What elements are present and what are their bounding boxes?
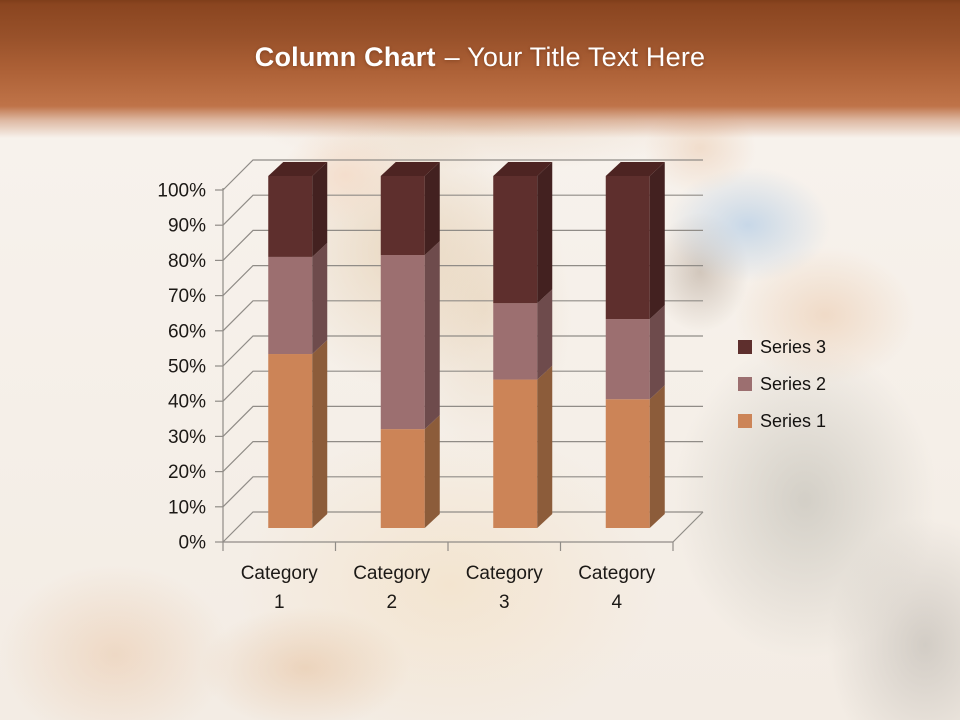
- segment-side: [537, 365, 553, 528]
- segment-top: [493, 162, 553, 176]
- segment-side: [537, 162, 553, 304]
- segment-front-series-3: [380, 176, 425, 256]
- bar-category-2: [380, 162, 440, 528]
- gridline: [222, 441, 703, 473]
- value-axis-label: 20%: [168, 462, 206, 483]
- chart-legend: Series 3 Series 2 Series 1: [738, 336, 826, 432]
- gridline: [222, 370, 703, 402]
- value-axis-labels: 0% 10% 20% 30% 40% 50% 60% 70% 80% 90% 100%: [157, 181, 206, 554]
- segment-front-series-1: [493, 379, 538, 528]
- slide-title-topic: Column Chart: [254, 42, 436, 72]
- segment-front-series-3: [493, 176, 538, 304]
- axes: [215, 188, 674, 551]
- slide-title: Column Chart – Your Title Text Here: [0, 42, 960, 73]
- legend-label: Series 3: [760, 336, 827, 357]
- segment-side: [424, 162, 440, 256]
- legend-label: Series 2: [760, 373, 827, 394]
- value-axis-label: 60%: [168, 321, 206, 342]
- gridline: [222, 335, 703, 367]
- gridline: [222, 511, 703, 543]
- segment-side: [537, 289, 553, 380]
- value-axis-label: 30%: [168, 427, 206, 448]
- segment-side: [312, 340, 328, 528]
- legend-label: Series 1: [760, 410, 827, 431]
- category-axis-labels: Category 1 Category 2 Category 3 Category 4: [241, 563, 656, 613]
- value-axis-label: 50%: [168, 357, 206, 378]
- category-label: Category 4: [578, 563, 656, 613]
- slide-title-placeholder: – Your Title Text Here: [444, 42, 706, 72]
- segment-front-series-1: [605, 399, 650, 528]
- title-bar-fade: [0, 106, 960, 138]
- value-axis-label: 40%: [168, 392, 206, 413]
- segment-side: [424, 415, 440, 528]
- segment-side: [312, 162, 328, 257]
- segment-top: [605, 162, 665, 176]
- value-axis-label: 10%: [168, 497, 206, 518]
- legend-swatch-icon: [738, 340, 752, 354]
- gridline: [222, 265, 703, 297]
- category-label: Category 2: [353, 563, 431, 613]
- segment-front-series-2: [268, 256, 313, 355]
- gridline: [222, 476, 703, 508]
- segment-side: [312, 242, 328, 355]
- segment-front-series-3: [605, 176, 650, 320]
- legend-swatch-icon: [738, 414, 752, 428]
- title-bar: [0, 0, 960, 106]
- legend-item-series-3: Series 3: [738, 336, 826, 358]
- gridline: [222, 300, 703, 332]
- gridline: [222, 405, 703, 437]
- bar-category-1: [268, 162, 328, 528]
- segment-side: [649, 305, 665, 400]
- segment-front-series-2: [380, 255, 425, 430]
- legend-swatch-icon: [738, 377, 752, 391]
- bar-category-4: [605, 162, 665, 528]
- segment-front-series-3: [268, 176, 313, 257]
- category-label: Category 3: [466, 563, 544, 613]
- value-axis-label: 100%: [157, 181, 206, 202]
- segment-top: [380, 162, 440, 176]
- segment-front-series-2: [605, 319, 650, 400]
- value-axis-label: 70%: [168, 286, 206, 307]
- bars: [268, 162, 665, 528]
- segment-front-series-1: [268, 354, 313, 528]
- value-axis-label: 0%: [179, 533, 207, 554]
- gridline: [222, 229, 703, 261]
- value-axis-label: 90%: [168, 216, 206, 237]
- gridlines: [222, 159, 704, 543]
- bar-category-3: [493, 162, 553, 528]
- segment-side: [649, 385, 665, 528]
- segment-top: [268, 162, 328, 176]
- legend-item-series-2: Series 2: [738, 373, 826, 395]
- value-axis-label: 80%: [168, 251, 206, 272]
- legend-item-series-1: Series 1: [738, 410, 826, 432]
- gridline: [222, 194, 703, 226]
- category-label: Category 1: [241, 563, 319, 613]
- segment-side: [649, 162, 665, 320]
- gridline: [222, 159, 703, 191]
- segment-side: [424, 241, 440, 430]
- segment-front-series-2: [493, 303, 538, 380]
- segment-front-series-1: [380, 429, 425, 528]
